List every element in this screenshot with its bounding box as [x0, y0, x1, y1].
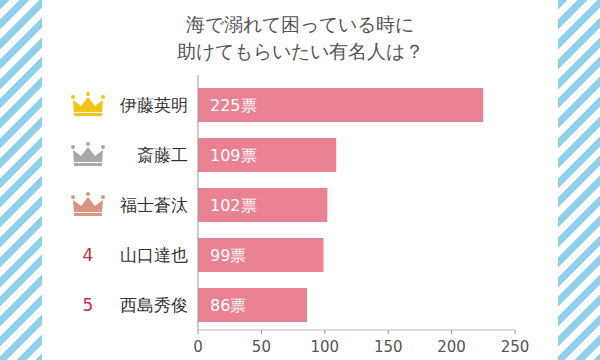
crown-body: [73, 147, 103, 162]
chart-page: 海で溺れて困っている時に助けてもらいたい有名人は？ 225票 109票 102票 99票…: [0, 0, 600, 360]
crown-base: [74, 163, 102, 166]
crown-base: [74, 113, 102, 116]
crown-jewel: [101, 195, 105, 199]
bar: [198, 138, 336, 172]
bar: [198, 288, 307, 322]
rank-label: 5: [83, 295, 94, 315]
x-tick-label: 100: [310, 338, 339, 356]
x-tick-label: 250: [501, 338, 530, 356]
data-label: 109票: [210, 146, 257, 165]
crown-jewel: [86, 92, 90, 96]
title-line: 海で溺れて困っている時に: [186, 13, 414, 35]
rank-crown: [71, 192, 105, 216]
category-label: 福士蒼汰: [120, 195, 188, 215]
bar: [198, 88, 483, 122]
x-tick-label: 150: [374, 338, 403, 356]
category-label: 伊藤英明: [120, 95, 188, 115]
category-label: 西島秀俊: [120, 295, 188, 315]
rank-crown: [71, 142, 105, 166]
data-label: 225票: [210, 96, 257, 115]
x-tick: [388, 330, 389, 334]
y-axis-line: [198, 75, 199, 330]
crown-body: [73, 97, 103, 112]
crown-jewel: [101, 145, 105, 149]
crown-base: [74, 213, 102, 216]
x-tick: [198, 330, 199, 334]
x-tick: [324, 330, 325, 334]
rank-label: 4: [83, 245, 94, 265]
x-tick: [261, 330, 262, 334]
data-label: 99票: [210, 246, 246, 265]
crown-body: [73, 197, 103, 212]
x-tick: [451, 330, 452, 334]
title-line: 助けてもらいたい有名人は？: [177, 40, 424, 62]
data-label: 102票: [210, 196, 257, 215]
rank-crown: [71, 92, 105, 116]
bar: [198, 188, 327, 222]
data-label: 86票: [210, 296, 246, 315]
x-tick-label: 50: [252, 338, 271, 356]
title: 海で溺れて困っている時に助けてもらいたい有名人は？: [177, 13, 424, 62]
x-tick: [515, 330, 516, 334]
bars: [198, 88, 483, 322]
category-label: 山口達也: [120, 245, 188, 265]
crown-jewel: [86, 192, 90, 196]
x-tick-label: 200: [437, 338, 466, 356]
x-tick-label: 0: [193, 338, 203, 356]
category-label: 斎藤工: [137, 145, 188, 165]
crown-jewel: [86, 142, 90, 146]
crown-jewel: [71, 145, 75, 149]
x-axis-line: [198, 330, 515, 331]
stripe-left: [0, 0, 42, 360]
crown-jewel: [101, 95, 105, 99]
stripe-right: [558, 0, 600, 360]
chart-svg: 海で溺れて困っている時に助けてもらいたい有名人は？ 225票 109票 102票 99票…: [0, 0, 600, 360]
bar: [198, 238, 324, 272]
crown-jewel: [71, 195, 75, 199]
crown-jewel: [71, 95, 75, 99]
